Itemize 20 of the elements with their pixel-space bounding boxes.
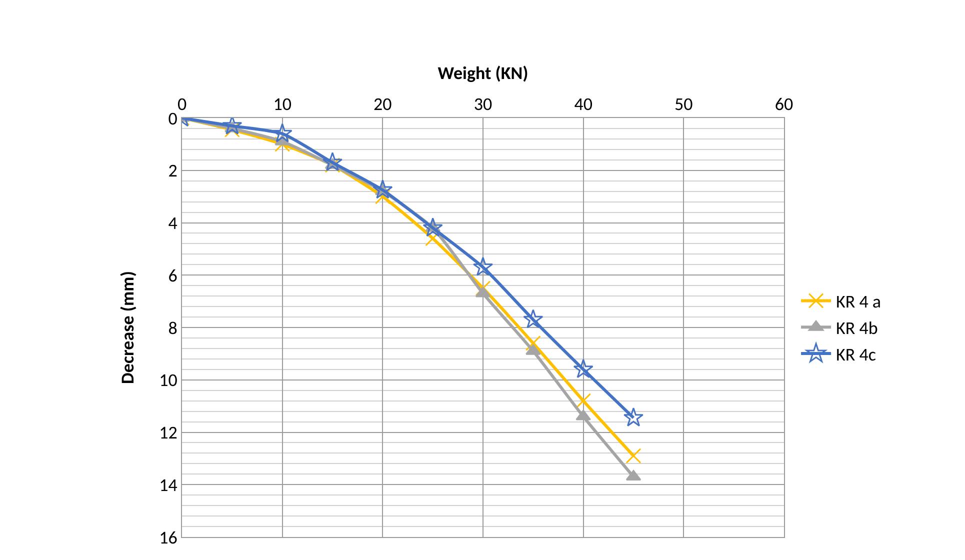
legend-label: KR 4 a (836, 290, 882, 313)
y-tick-label: 10 (159, 369, 178, 392)
y-tick-label: 6 (168, 264, 178, 286)
y-tick-label: 16 (159, 526, 178, 548)
x-axis-title: Weight (KN) (438, 62, 528, 84)
y-tick-label: 4 (168, 212, 178, 234)
legend-label: KR 4b (836, 317, 878, 340)
legend-label: KR 4c (836, 344, 876, 366)
x-tick-label: 50 (674, 92, 693, 115)
y-tick-label: 12 (159, 422, 178, 444)
y-tick-label: 8 (168, 316, 178, 339)
x-tick-label: 60 (774, 92, 794, 115)
y-tick-label: 0 (168, 107, 178, 130)
y-tick-label: 2 (168, 160, 178, 182)
x-tick-label: 30 (474, 92, 492, 115)
y-tick-label: 14 (159, 474, 178, 496)
y-axis-title: Decrease (mm) (116, 271, 138, 384)
x-tick-label: 20 (374, 92, 392, 115)
x-tick-label: 10 (273, 92, 292, 115)
x-tick-label: 40 (574, 92, 592, 115)
